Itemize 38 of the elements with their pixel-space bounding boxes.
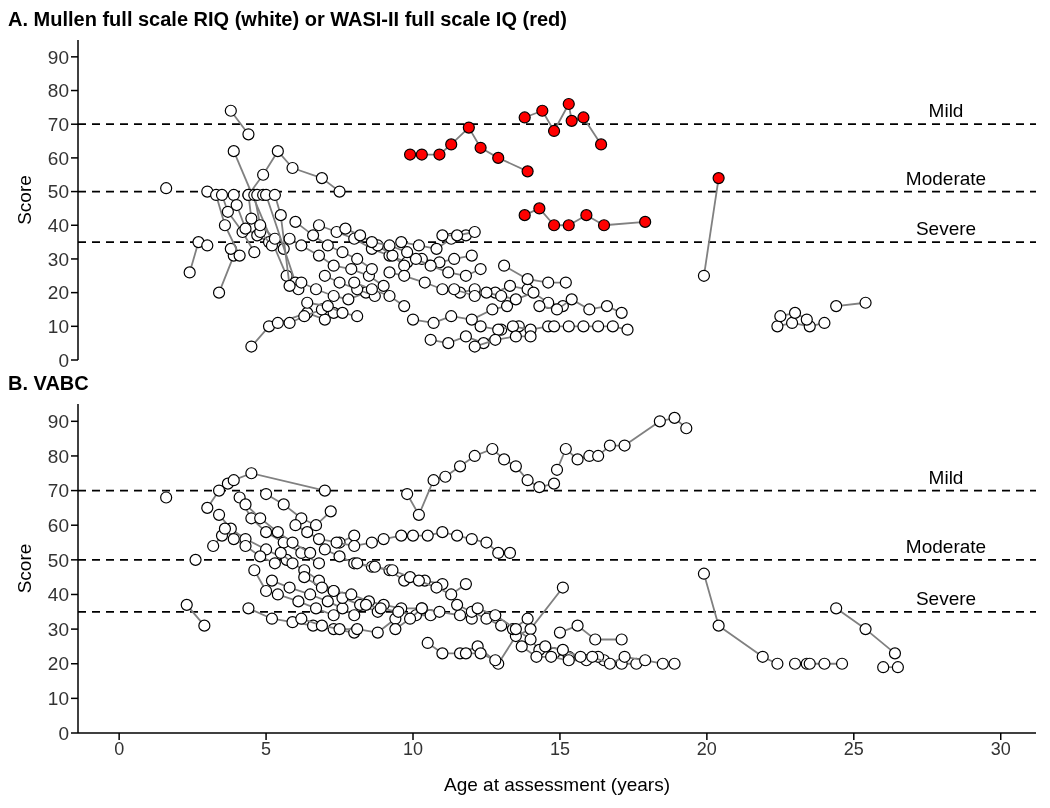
y-tick-label: 90 — [47, 411, 69, 433]
y-tick-label: 0 — [58, 722, 69, 744]
x-tick-label: 10 — [402, 738, 424, 759]
y-axis-title: Score — [13, 543, 35, 594]
ref-line-label: Moderate — [905, 167, 987, 189]
y-tick-label: 50 — [47, 549, 69, 571]
ref-line-label: Moderate — [905, 535, 987, 557]
y-tick-label: 20 — [47, 282, 69, 304]
y-tick-label: 50 — [47, 181, 69, 203]
ref-line-label: Mild — [928, 466, 964, 488]
y-axis-title: Score — [13, 175, 35, 225]
y-tick-label: 60 — [47, 147, 69, 169]
x-axis-title: Age at assessment (years) — [444, 774, 670, 795]
x-tick-label: 0 — [114, 738, 125, 759]
y-tick-label: 80 — [47, 80, 69, 102]
y-tick-label: 70 — [47, 480, 69, 502]
x-tick-label: 5 — [261, 738, 272, 759]
x-tick-label: 20 — [696, 738, 717, 759]
chart-title: A. Mullen full scale RIQ (white) or WASI-II full scale IQ (red) — [8, 8, 568, 32]
y-tick-label: 40 — [47, 215, 69, 237]
y-tick-label: 30 — [47, 618, 69, 640]
y-tick-label: 30 — [47, 248, 69, 270]
y-tick-label: 70 — [47, 113, 69, 135]
y-tick-label: 10 — [47, 316, 69, 338]
ref-line-label: Severe — [915, 587, 977, 609]
y-tick-label: 0 — [58, 349, 69, 371]
ref-line-label: Severe — [915, 218, 977, 240]
y-tick-label: 20 — [47, 653, 69, 675]
chart-title: B. VABC — [8, 372, 90, 396]
y-tick-label: 80 — [47, 445, 69, 467]
y-tick-label: 40 — [47, 584, 69, 606]
y-tick-label: 60 — [47, 514, 69, 536]
ref-line-label: Mild — [928, 100, 964, 122]
x-tick-label: 25 — [843, 738, 864, 759]
x-tick-label: 30 — [990, 738, 1011, 759]
y-tick-label: 90 — [47, 46, 69, 68]
y-tick-label: 10 — [47, 688, 69, 710]
x-tick-label: 15 — [549, 738, 570, 759]
